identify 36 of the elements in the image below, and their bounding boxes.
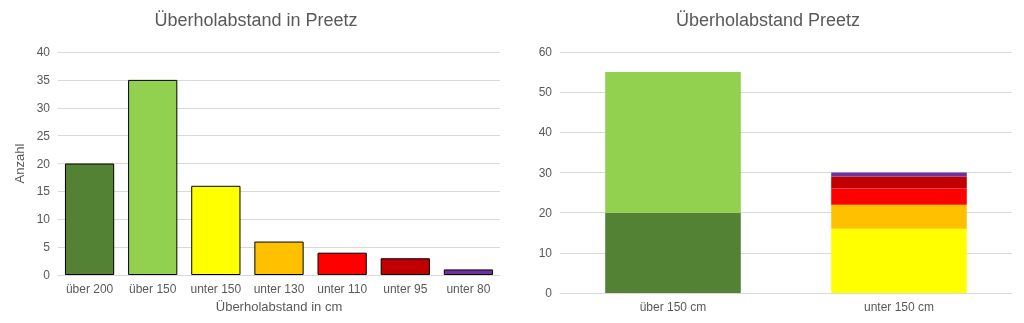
bar [128,79,178,275]
y-axis-title: Anzahl [11,143,27,184]
x-tick-label: unter 95 [383,282,428,296]
y-tick-label: 40 [36,45,51,59]
y-tick-label: 5 [43,240,51,255]
bar [380,258,430,275]
bar [191,185,241,275]
y-tick-label: 0 [545,286,553,300]
x-tick-label: unter 80 [446,282,491,296]
x-tick-label: unter 150 cm [863,300,935,314]
x-tick-label: unter 150 [190,282,242,296]
y-tick-label: 25 [36,128,51,143]
x-tick-label: über 200 [65,282,114,296]
y-tick-label: 50 [538,85,553,100]
y-tick-label: 60 [538,45,553,59]
x-tick-label: unter 130 [253,282,305,296]
y-tick-label: 20 [36,156,51,171]
bar [254,241,304,275]
y-tick-label: 30 [538,165,553,180]
y-tick-label: 40 [538,125,553,140]
chart-title: Überholabstand in Preetz [154,10,358,30]
x-tick-label: über 150 cm [639,300,707,314]
y-tick-label: 0 [43,268,51,282]
bar [64,163,115,275]
y-tick-label: 35 [36,72,51,87]
x-tick-label: über 150 [129,282,177,296]
y-tick-label: 10 [36,212,51,227]
y-tick-label: 30 [36,100,51,115]
x-tick-label: unter 110 [317,282,368,296]
bar [317,252,367,275]
chart-title: Überholabstand Preetz [675,10,861,30]
bar [443,269,494,275]
y-tick-label: 20 [538,205,553,220]
y-tick-label: 10 [538,245,553,260]
y-tick-label: 15 [36,184,51,199]
x-axis-title: Überholabstand in cm [215,298,343,314]
